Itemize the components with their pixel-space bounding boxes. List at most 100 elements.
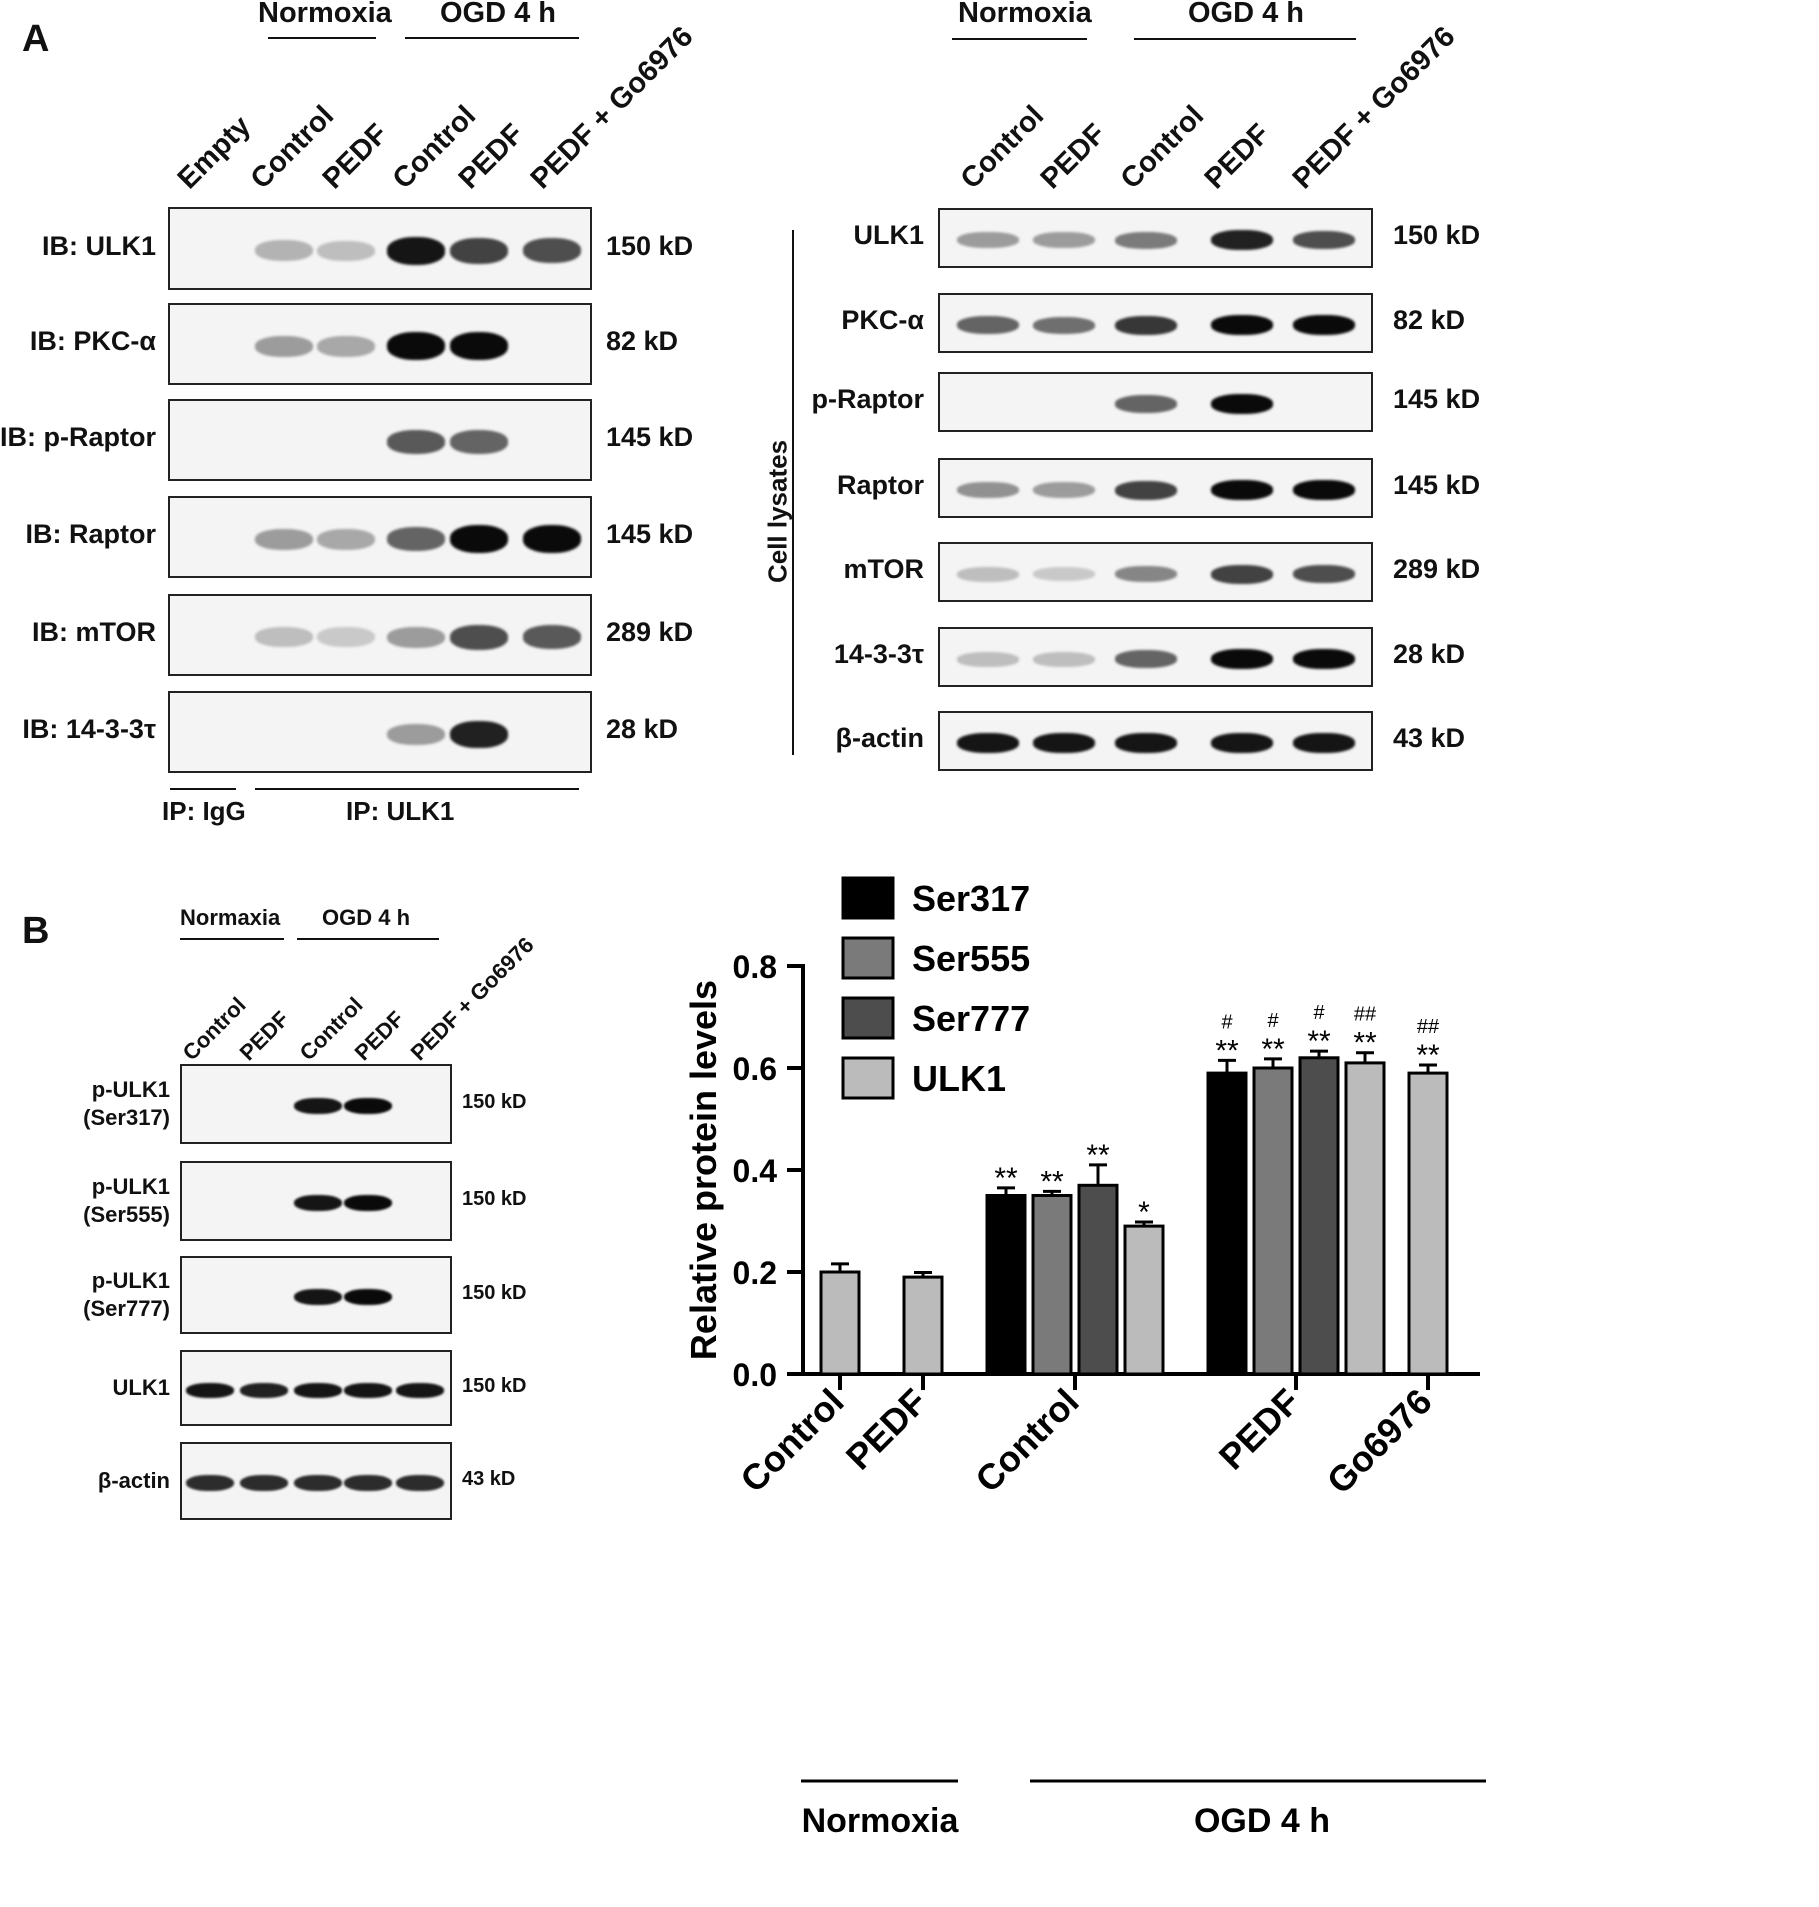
significance-mark: ** [1261, 1033, 1285, 1066]
ip-ogd-rule [405, 37, 579, 39]
ip-row-label-2: IB: p-Raptor [0, 422, 156, 453]
ip-band-1-3 [387, 332, 445, 360]
b-band-1-3 [344, 1195, 392, 1211]
ip-blot-1 [168, 303, 592, 385]
b-row-label-line2-2: (Ser777) [83, 1296, 170, 1321]
ip-normoxia-rule [268, 37, 376, 39]
ip-band-2-4 [450, 430, 508, 454]
ly-band-1-0 [957, 316, 1019, 334]
ly-band-0-4 [1293, 231, 1355, 249]
b-row-label-line2-1: (Ser555) [83, 1202, 170, 1227]
b-blot-0 [180, 1064, 452, 1144]
ly-band-3-2 [1115, 480, 1177, 500]
ip-band-0-5 [523, 238, 581, 263]
ly-kd-5: 28 kD [1393, 639, 1466, 670]
b-kd-3: 150 kD [462, 1375, 527, 1397]
group-label-ogd: OGD 4 h [1194, 1802, 1330, 1840]
ly-band-0-0 [957, 232, 1019, 248]
ly-band-5-3 [1211, 649, 1273, 669]
ly-band-4-2 [1115, 566, 1177, 582]
b-band-2-3 [344, 1289, 392, 1305]
ip-igg-label: IP: IgG [162, 796, 246, 826]
ip-blot-4 [168, 594, 592, 676]
ip-row-label-4: IB: mTOR [31, 617, 156, 648]
ip-band-1-1 [255, 335, 313, 357]
bar-ser317-3 [1206, 1071, 1248, 1376]
b-band-4-4 [396, 1475, 444, 1491]
x-category-label-2: Control [967, 1381, 1086, 1500]
significance-mark: ** [994, 1162, 1018, 1195]
b-lane-4: PEDF + Go6976 [405, 932, 539, 1066]
legend-swatch-ser555 [841, 936, 895, 980]
ly-lane-0: Control [954, 99, 1051, 196]
ip-ulk1-label: IP: ULK1 [346, 796, 455, 826]
b-row-label-line1-1: p-ULK1 [91, 1174, 170, 1199]
b-group-normaxia: Normaxia [180, 905, 281, 930]
ip-band-3-5 [523, 525, 581, 553]
ip-band-0-2 [317, 240, 375, 261]
ly-blot-2 [938, 372, 1373, 432]
ip-band-1-4 [450, 332, 508, 360]
ly-row-label-4: mTOR [843, 554, 924, 585]
b-lane-0: Control [177, 992, 251, 1066]
panel-a-letter: A [22, 18, 50, 60]
ip-band-2-3 [387, 430, 445, 454]
b-kd-0: 150 kD [462, 1091, 527, 1113]
lysate-group-normoxia: Normoxia [958, 0, 1092, 29]
legend-label-ulk1: ULK1 [912, 1058, 1006, 1099]
b-row-label-2: p-ULK1 (Ser777) [83, 1267, 170, 1323]
ly-band-1-4 [1293, 315, 1355, 335]
ly-band-6-3 [1211, 733, 1273, 753]
b-row-label-line1-0: p-ULK1 [91, 1077, 170, 1102]
ly-kd-6: 43 kD [1393, 723, 1466, 754]
b-row-label-line1-2: p-ULK1 [91, 1268, 170, 1293]
bar-ser777-3 [1298, 1056, 1340, 1376]
ly-band-2-2 [1115, 395, 1177, 413]
b-blot-4 [180, 1442, 452, 1520]
ly-band-3-3 [1211, 480, 1273, 500]
b-blot-3 [180, 1350, 452, 1426]
ip-band-0-4 [450, 237, 508, 264]
ip-band-1-2 [317, 335, 375, 357]
b-ogd-rule [297, 938, 439, 940]
ip-kd-5: 28 kD [606, 714, 679, 745]
b-kd-2: 150 kD [462, 1282, 527, 1304]
b-band-3-0 [186, 1382, 234, 1398]
b-band-4-1 [240, 1475, 288, 1491]
ly-band-1-2 [1115, 315, 1177, 335]
ly-band-2-3 [1211, 394, 1273, 414]
y-tick-label: 0.8 [733, 949, 777, 985]
ly-band-0-1 [1033, 232, 1095, 248]
legend-label-ser317: Ser317 [912, 878, 1030, 919]
significance-mark: ## [1354, 1004, 1377, 1026]
ip-blot-2 [168, 399, 592, 481]
significance-mark: # [1313, 1002, 1325, 1024]
ly-row-label-3: Raptor [837, 470, 924, 501]
ip-band-3-2 [317, 528, 375, 550]
legend-swatch-ser317 [841, 876, 895, 920]
ly-row-label-6: β-actin [835, 723, 925, 754]
b-band-3-1 [240, 1382, 288, 1398]
ip-row-label-3: IB: Raptor [25, 519, 157, 550]
ip-blot-5 [168, 691, 592, 773]
y-tick-label: 0.6 [733, 1051, 777, 1087]
ly-kd-4: 289 kD [1393, 554, 1481, 585]
significance-mark: ** [1040, 1165, 1064, 1198]
ly-row-label-0: ULK1 [853, 220, 924, 251]
ip-lane-0: Empty [171, 109, 257, 196]
ly-band-5-1 [1033, 651, 1095, 667]
ip-group-normoxia: Normoxia [258, 0, 392, 29]
ly-blot-5 [938, 627, 1373, 687]
y-tick-label: 0.4 [733, 1153, 778, 1189]
ip-kd-2: 145 kD [606, 422, 694, 453]
significance-mark: * [1138, 1196, 1150, 1229]
ly-blot-0 [938, 208, 1373, 268]
ly-band-4-3 [1211, 564, 1273, 584]
legend-swatch-ser777 [841, 996, 895, 1040]
b-row-label-3: ULK1 [113, 1374, 170, 1402]
b-band-3-4 [396, 1382, 444, 1398]
ly-row-label-1: PKC-α [841, 305, 924, 336]
bar-ser555-3 [1252, 1066, 1294, 1376]
y-tick-label: 0.2 [733, 1255, 777, 1291]
cell-lysates-label: Cell lysates [762, 439, 793, 584]
